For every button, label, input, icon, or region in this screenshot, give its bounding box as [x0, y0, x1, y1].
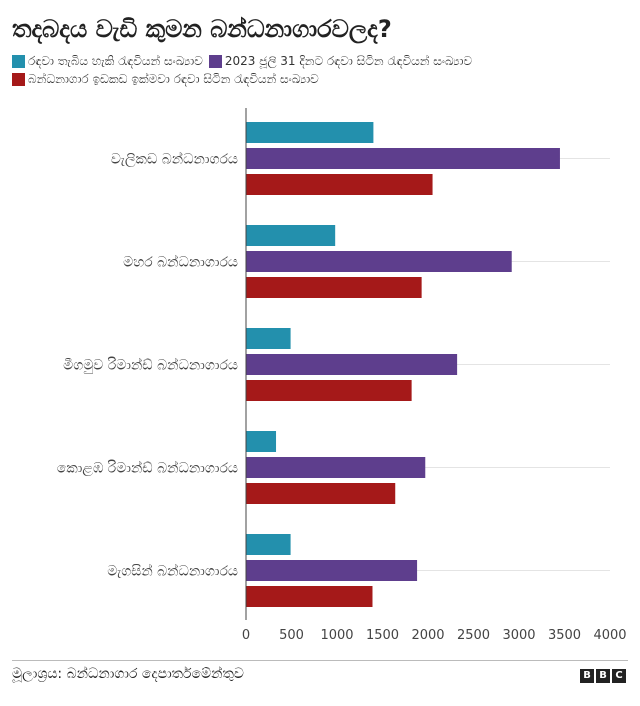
legend-row-2: බන්ධනාගාර ඉඩකඩ ඉක්මවා රඳවා සිටින රැඳවියන… [12, 72, 325, 87]
source-note: මූලාශ්‍රය: බන්ධනාගාර දෙපාර්තමේන්තුව [12, 666, 244, 682]
bar [246, 225, 336, 246]
bbc-logo-letter-1: B [580, 669, 594, 683]
x-tick-label: 2000 [411, 628, 444, 643]
bar [246, 483, 396, 504]
chart-title: තදබදය වැඩි කුමන බන්ධනාගාරවලද? [12, 15, 392, 43]
bar [246, 174, 433, 195]
category-label: මැගසින් බන්ධනාගාරය [107, 563, 238, 579]
footer-divider [12, 660, 628, 661]
legend-swatch-capacity [12, 55, 25, 68]
legend-item-excess: බන්ධනාගාර ඉඩකඩ ඉක්මවා රඳවා සිටින රැඳවියන… [12, 72, 319, 87]
bar [246, 328, 291, 349]
legend-swatch-excess [12, 73, 25, 86]
x-tick-label: 3500 [548, 628, 581, 643]
bar [246, 277, 422, 298]
category-label: මහර බන්ධනාගාරය [123, 254, 238, 270]
x-tick-label: 4000 [593, 628, 626, 643]
bbc-logo: B B C [578, 669, 626, 683]
legend-label-capacity: රඳවා තැබිය හැකි රැඳවියන් සංඛ්‍යාව [28, 54, 203, 68]
x-tick-label: 2500 [457, 628, 490, 643]
x-tick-label: 1000 [320, 628, 353, 643]
bar [246, 560, 418, 581]
legend-row-1: රඳවා තැබිය හැකි රැඳවියන් සංඛ්‍යාව 2023 ජ… [12, 54, 478, 69]
legend-item-current: 2023 ජූලි 31 දිනට රඳවා සිටින රැඳවියන් සං… [208, 54, 473, 69]
legend-label-excess: බන්ධනාගාර ඉඩකඩ ඉක්මවා රඳවා සිටින රැඳවියන… [28, 72, 319, 86]
bar [246, 534, 291, 555]
bar [246, 354, 458, 375]
legend-label-current: 2023 ජූලි 31 දිනට රඳවා සිටින රැඳවියන් සං… [224, 54, 473, 68]
category-label: වැලිකඩ බන්ධනාගරය [111, 151, 238, 167]
bbc-logo-letter-3: C [612, 669, 626, 683]
bar [246, 380, 412, 401]
bar [246, 431, 277, 452]
category-label: මීගමුව රිමාන්ඩ් බන්ධනාගාරය [63, 357, 238, 374]
bar-chart: වැලිකඩ බන්ධනාගරය මහර බන්ධනාගාරය මීගමුව රිම… [57, 108, 627, 643]
bar [246, 148, 560, 169]
legend-item-capacity: රඳවා තැබිය හැකි රැඳවියන් සංඛ්‍යාව [12, 54, 203, 69]
x-tick-label: 1500 [366, 628, 399, 643]
bar [246, 122, 374, 143]
x-tick-label: 500 [279, 628, 304, 643]
legend-swatch-current [208, 55, 222, 68]
bar [246, 251, 512, 272]
x-tick-label: 3000 [502, 628, 535, 643]
bar [246, 586, 373, 607]
bbc-logo-letter-2: B [596, 669, 610, 683]
x-tick-label: 0 [242, 628, 250, 643]
bar [246, 457, 426, 478]
category-label: කොළඹ රිමාන්ඩ් බන්ධනාගාරය [57, 460, 238, 476]
